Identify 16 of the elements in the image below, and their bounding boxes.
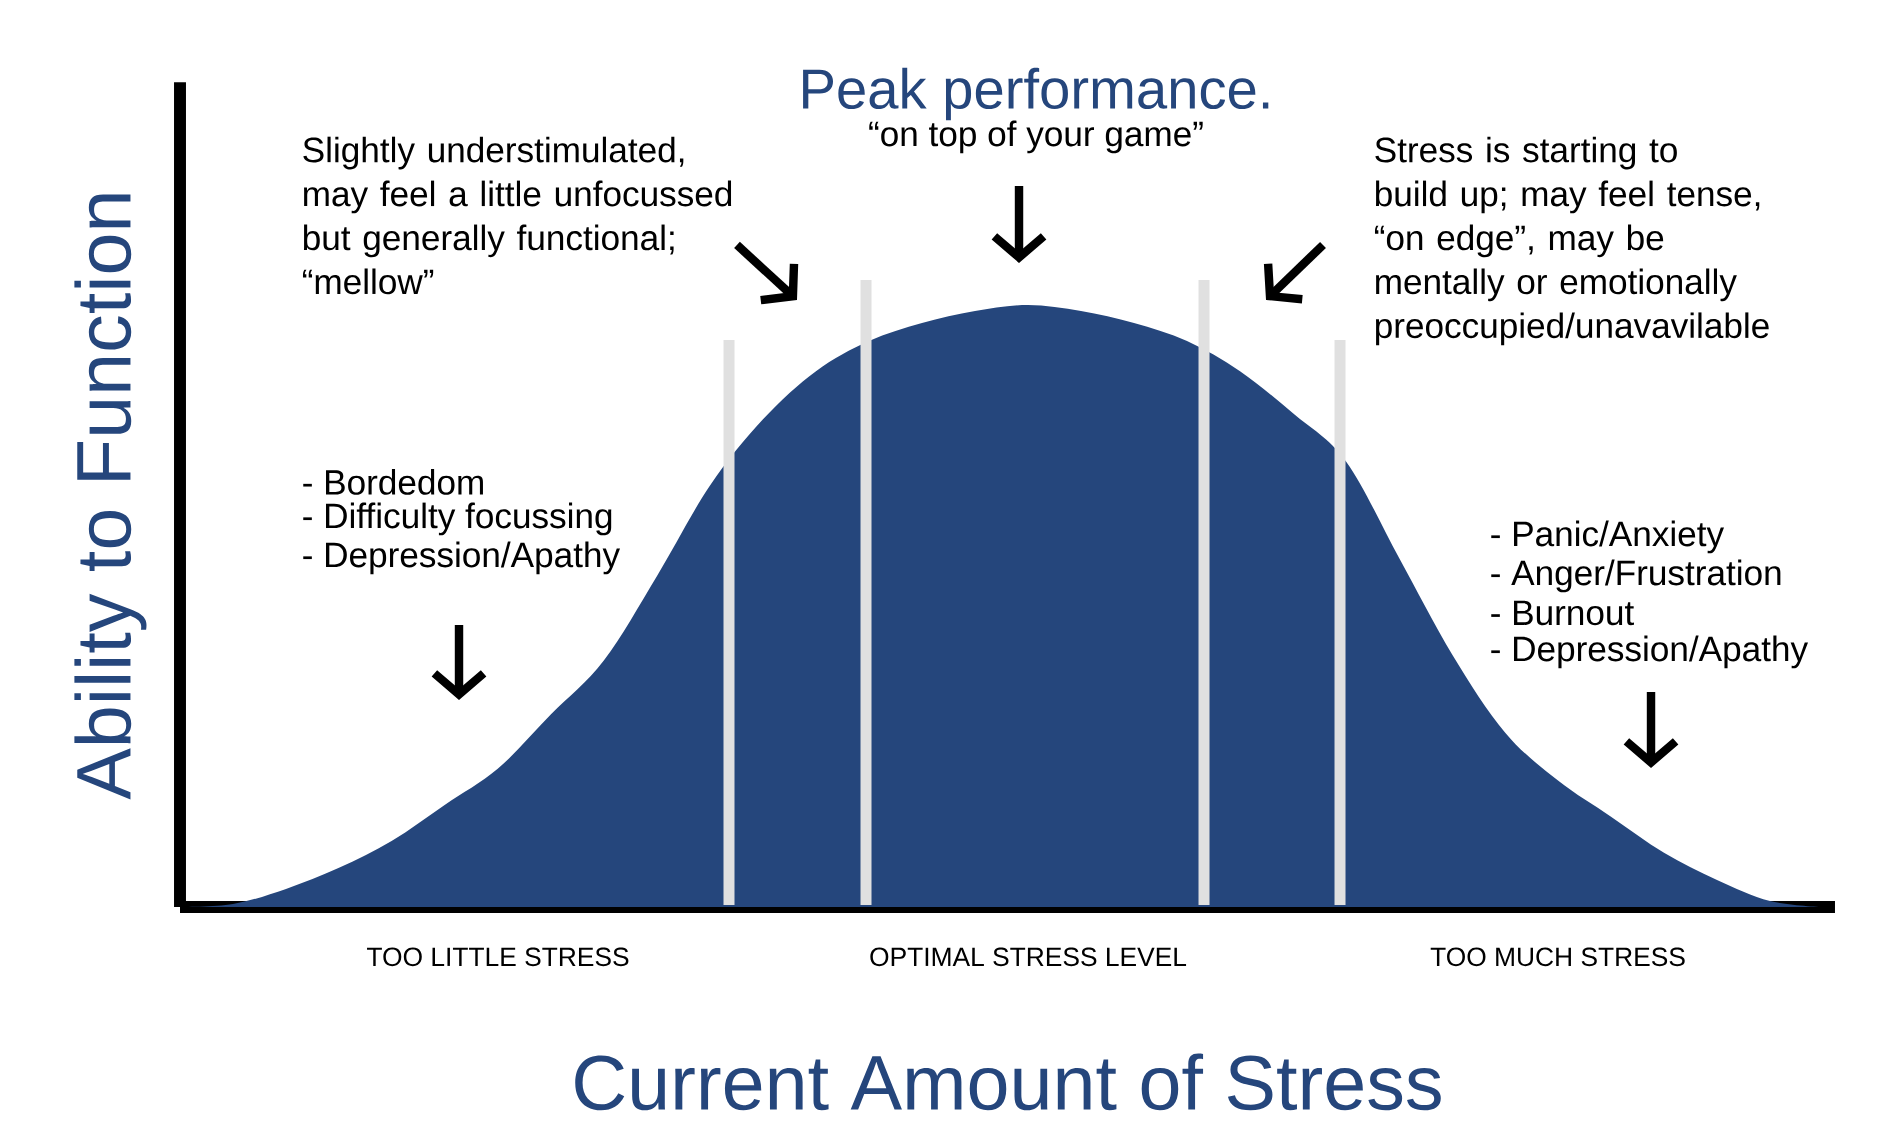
x-axis-title: Current Amount of Stress (575, 1053, 1441, 1111)
y-axis-title: Ability to Function (74, 194, 147, 800)
text: Slightly understimulated, may feel a little unfocussed but generally functional; “mellow” (302, 136, 732, 295)
annotation: - Panic/Anxiety (1491, 520, 1725, 554)
annotation: - Depression/Apathy (1491, 635, 1809, 669)
annotation: - Burnout (1491, 600, 1634, 626)
annotation: Stress is starting to build up; may feel tense, “on edge”, may be mentally or emotionally preoccupied/unavavilable (1374, 136, 1769, 346)
annotation: - Bordedom (303, 469, 483, 495)
annotation: - Difficulty focussing (303, 502, 612, 536)
x-tick-label: TOO MUCH STRESS (1430, 947, 1685, 967)
x-tick-label: TOO LITTLE STRESS (367, 947, 629, 967)
x-tick-label: OPTIMAL STRESS LEVEL (870, 947, 1187, 967)
annotation: - Anger/Frustration (1491, 559, 1781, 593)
annotation: - Depression/Apathy (303, 541, 621, 575)
text: “on top of your game” (869, 120, 1203, 154)
text: Peak performance. (803, 67, 1269, 121)
